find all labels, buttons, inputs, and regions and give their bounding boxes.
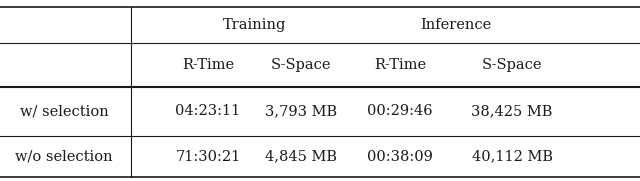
Text: S-Space: S-Space: [271, 58, 331, 72]
Text: 38,425 MB: 38,425 MB: [471, 104, 553, 118]
Text: 04:23:11: 04:23:11: [175, 104, 241, 118]
Text: R-Time: R-Time: [182, 58, 234, 72]
Text: 00:38:09: 00:38:09: [367, 150, 433, 164]
Text: 4,845 MB: 4,845 MB: [265, 150, 337, 164]
Text: 40,112 MB: 40,112 MB: [472, 150, 552, 164]
Text: 3,793 MB: 3,793 MB: [265, 104, 337, 118]
Text: R-Time: R-Time: [374, 58, 426, 72]
Text: 71:30:21: 71:30:21: [175, 150, 241, 164]
Text: Training: Training: [222, 18, 286, 32]
Text: 00:29:46: 00:29:46: [367, 104, 433, 118]
Text: Inference: Inference: [420, 18, 492, 32]
Text: S-Space: S-Space: [482, 58, 542, 72]
Text: w/o selection: w/o selection: [15, 150, 113, 164]
Text: w/ selection: w/ selection: [20, 104, 108, 118]
